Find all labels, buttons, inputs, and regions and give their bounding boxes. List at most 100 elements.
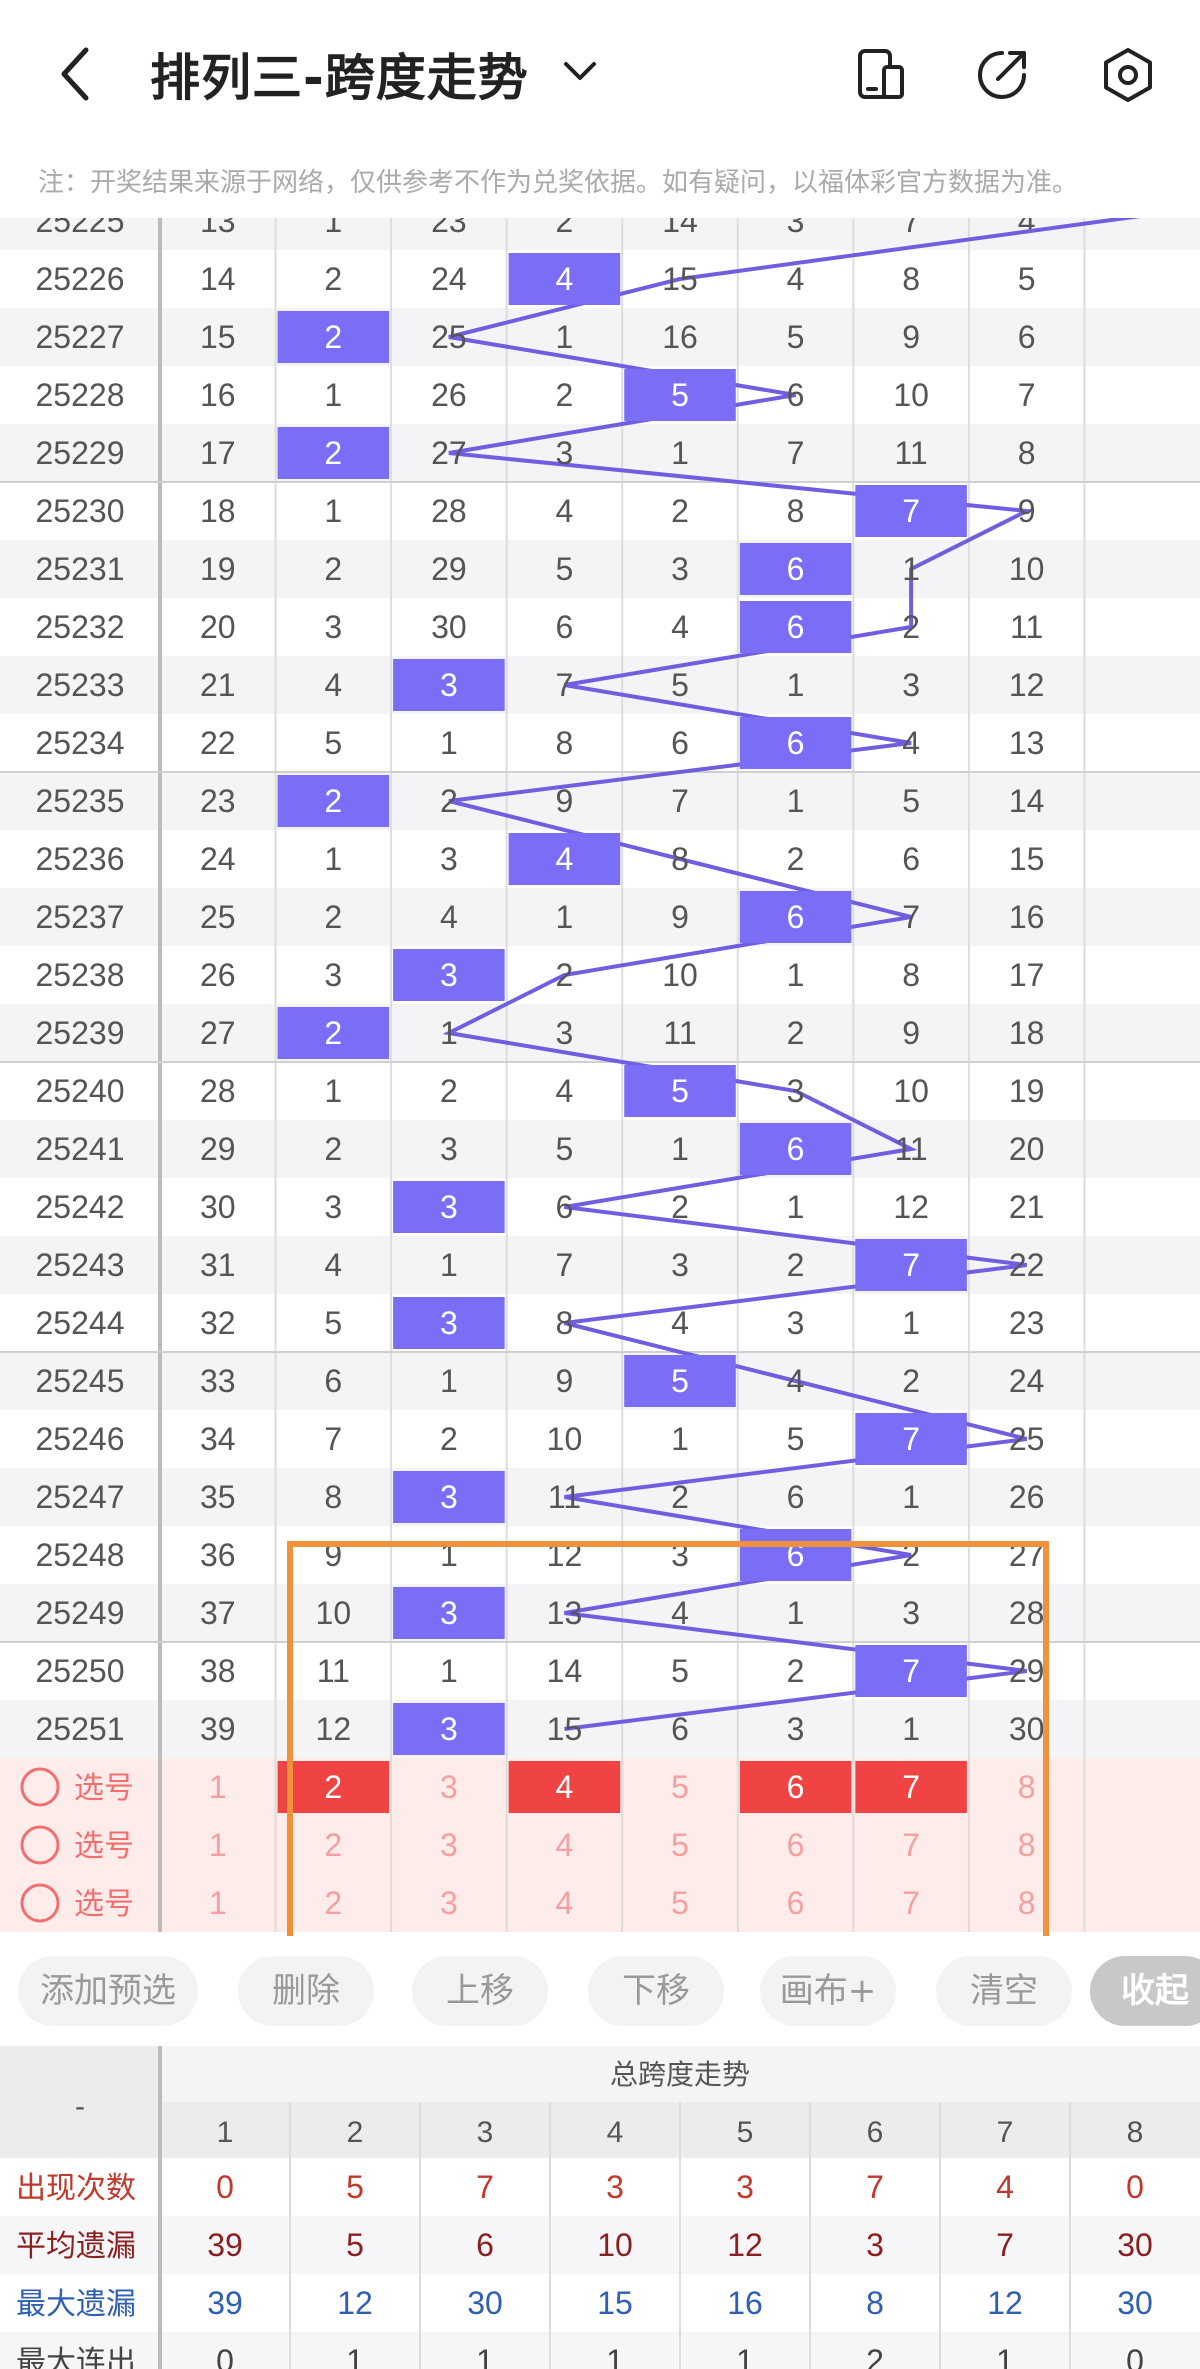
stats-column-header: 5: [737, 2116, 754, 2149]
miss-count: 6: [671, 725, 689, 761]
select-radio-icon[interactable]: [20, 1883, 60, 1923]
miss-count: 11: [895, 1131, 928, 1167]
phone-device-icon[interactable]: [852, 45, 912, 105]
stats-column-header: 7: [997, 2116, 1014, 2149]
chevron-left-icon[interactable]: [56, 44, 96, 104]
select-number[interactable]: 4: [556, 1885, 574, 1921]
select-number[interactable]: 7: [902, 1827, 920, 1863]
miss-count: 3: [324, 957, 342, 993]
miss-count: 21: [1009, 1189, 1045, 1225]
miss-count: 9: [902, 1015, 920, 1051]
miss-count: 4: [1018, 218, 1036, 239]
select-number[interactable]: 2: [324, 1885, 342, 1921]
select-number[interactable]: 8: [1018, 1769, 1036, 1805]
collapse-button[interactable]: 收起: [1090, 1956, 1200, 2026]
row-background: [0, 1294, 1200, 1352]
hit-cell: [624, 1065, 736, 1117]
miss-count: 2: [556, 957, 574, 993]
miss-count: 34: [200, 1421, 236, 1457]
select-number[interactable]: 3: [440, 1769, 458, 1805]
issue-number: 25239: [36, 1015, 125, 1051]
miss-count: 1: [902, 551, 920, 587]
selected-number-cell[interactable]: [739, 1761, 852, 1813]
miss-count: 10: [662, 957, 698, 993]
stats-column-header: 2: [347, 2116, 364, 2149]
stats-value: 16: [727, 2285, 763, 2321]
select-number[interactable]: 1: [209, 1827, 227, 1863]
row-background: [0, 1236, 1200, 1294]
miss-count: 14: [1009, 783, 1045, 819]
stats-value: 0: [1126, 2343, 1144, 2369]
miss-count: 11: [1010, 609, 1043, 645]
select-number[interactable]: 5: [671, 1885, 689, 1921]
page-title[interactable]: 排列三-跨度走势: [150, 49, 529, 107]
miss-count: 7: [556, 667, 574, 703]
chevron-down-icon[interactable]: [560, 56, 600, 86]
miss-count: 4: [556, 1073, 574, 1109]
select-number[interactable]: 3: [440, 1885, 458, 1921]
delete-button[interactable]: 删除: [238, 1956, 374, 2026]
issue-number: 25237: [36, 899, 125, 935]
clear-button[interactable]: 清空: [936, 1956, 1072, 2026]
miss-count: 13: [1009, 725, 1045, 761]
select-radio-icon[interactable]: [20, 1825, 60, 1865]
stats-value: 0: [216, 2169, 234, 2205]
select-number[interactable]: 2: [324, 1827, 342, 1863]
select-number[interactable]: 5: [671, 1827, 689, 1863]
select-number[interactable]: 8: [1018, 1885, 1036, 1921]
miss-count: 5: [787, 319, 805, 355]
miss-count: 5: [556, 1131, 574, 1167]
select-number[interactable]: 4: [556, 1769, 574, 1805]
issue-number: 25250: [36, 1653, 125, 1689]
miss-count: 4: [787, 1363, 805, 1399]
miss-count: 1: [902, 1479, 920, 1515]
miss-count: 1: [324, 1073, 342, 1109]
miss-count: 15: [200, 319, 236, 355]
select-number[interactable]: 7: [902, 1769, 920, 1805]
select-number[interactable]: 8: [1018, 1827, 1036, 1863]
miss-count: 24: [1009, 1363, 1045, 1399]
selected-number-cell[interactable]: [855, 1761, 967, 1813]
miss-count: 11: [317, 1653, 350, 1689]
add-preselect-button[interactable]: 添加预选: [18, 1956, 198, 2026]
selected-number-cell[interactable]: [508, 1761, 621, 1813]
select-radio-icon[interactable]: [20, 1767, 60, 1807]
miss-count: 10: [1009, 551, 1045, 587]
hit-cell: [739, 1529, 852, 1581]
hit-cell: [855, 1645, 967, 1697]
miss-count: 10: [316, 1595, 352, 1631]
miss-count: 5: [324, 1305, 342, 1341]
row-background: [0, 1178, 1200, 1236]
action-bar: 添加预选 删除 上移 下移 画布+ 清空 收起: [0, 1936, 1200, 2046]
miss-count: 12: [547, 1537, 583, 1573]
select-number[interactable]: 6: [787, 1769, 805, 1805]
select-number[interactable]: 5: [671, 1769, 689, 1805]
miss-count: 36: [200, 1537, 236, 1573]
settings-icon[interactable]: [1098, 45, 1158, 105]
canvas-plus-button[interactable]: 画布+: [760, 1956, 896, 2026]
select-number[interactable]: 4: [556, 1827, 574, 1863]
miss-count: 1: [787, 1595, 805, 1631]
hit-value: 6: [787, 551, 805, 587]
select-number[interactable]: 7: [902, 1885, 920, 1921]
select-number[interactable]: 2: [324, 1769, 342, 1805]
issue-number: 25229: [36, 435, 125, 471]
miss-count: 18: [200, 493, 236, 529]
miss-count: 9: [324, 1537, 342, 1573]
select-number[interactable]: 6: [787, 1885, 805, 1921]
select-number[interactable]: 1: [209, 1885, 227, 1921]
selected-number-cell[interactable]: [277, 1761, 390, 1813]
miss-count: 2: [902, 609, 920, 645]
miss-count: 26: [1009, 1479, 1045, 1515]
share-icon[interactable]: [972, 45, 1032, 105]
miss-count: 28: [431, 493, 467, 529]
miss-count: 29: [431, 551, 467, 587]
select-number[interactable]: 6: [787, 1827, 805, 1863]
select-number[interactable]: 3: [440, 1827, 458, 1863]
miss-count: 8: [556, 725, 574, 761]
hit-cell: [277, 311, 390, 363]
move-up-button[interactable]: 上移: [412, 1956, 548, 2026]
miss-count: 1: [324, 493, 342, 529]
move-down-button[interactable]: 下移: [588, 1956, 724, 2026]
select-number[interactable]: 1: [209, 1769, 227, 1805]
